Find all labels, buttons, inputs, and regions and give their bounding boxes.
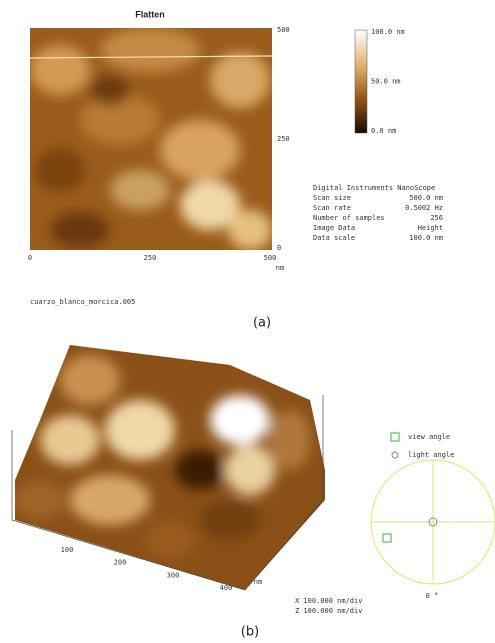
view-icon <box>391 433 399 441</box>
info-value: 0.5002 Hz <box>405 204 443 212</box>
x-tick-label: 0 <box>28 254 32 262</box>
legend-label: view angle <box>408 433 450 441</box>
angle-label: 0 ° <box>426 592 439 600</box>
view-marker <box>383 534 391 542</box>
caption: (a) <box>253 316 271 331</box>
caption: (b) <box>241 625 259 640</box>
surface-3d <box>10 340 330 595</box>
y-tick-label: 0 <box>277 244 281 252</box>
legend-label: light angle <box>408 451 454 459</box>
scale-label: Z 100.000 nm/div <box>295 607 362 615</box>
info-key: Number of samples <box>313 214 385 222</box>
x-tick-label: 100 <box>61 546 74 554</box>
x-unit: nm <box>254 578 262 586</box>
filename: cuarzo_blanco_morcica.005 <box>30 298 135 306</box>
info-value: Height <box>418 224 443 232</box>
colorbar-label: 100.0 nm <box>371 28 405 36</box>
info-key: Scan size <box>313 194 351 202</box>
title: Flatten <box>135 9 165 19</box>
info-key: Scan rate <box>313 204 351 212</box>
figure: Flatten 0 250 500 nm 500 250 0 100.0 nm 50.0 nm… <box>0 0 495 643</box>
info-value: 100.0 nm <box>409 234 443 242</box>
colorbar-label: 0.0 nm <box>371 127 396 135</box>
info-key: Digital Instruments NanoScope <box>313 184 435 192</box>
x-tick-label: 500 <box>264 254 277 262</box>
scale-label: X 100.000 nm/div <box>295 597 362 605</box>
y-tick-label: 250 <box>277 135 290 143</box>
colorbar <box>355 30 367 133</box>
info-value: 256 <box>430 214 443 222</box>
info-value: 500.0 nm <box>409 194 443 202</box>
afm-image <box>30 28 272 250</box>
x-tick-label: 400 <box>220 584 233 592</box>
x-tick-label: 300 <box>167 571 180 579</box>
info-key: Data scale <box>313 234 355 242</box>
light-icon <box>392 452 398 458</box>
x-tick-label: 250 <box>144 254 157 262</box>
y-tick-label: 500 <box>277 26 290 34</box>
x-unit: nm <box>276 264 284 272</box>
colorbar-label: 50.0 nm <box>371 78 401 86</box>
info-key: Image Data <box>313 224 355 232</box>
x-tick-label: 200 <box>114 559 127 567</box>
